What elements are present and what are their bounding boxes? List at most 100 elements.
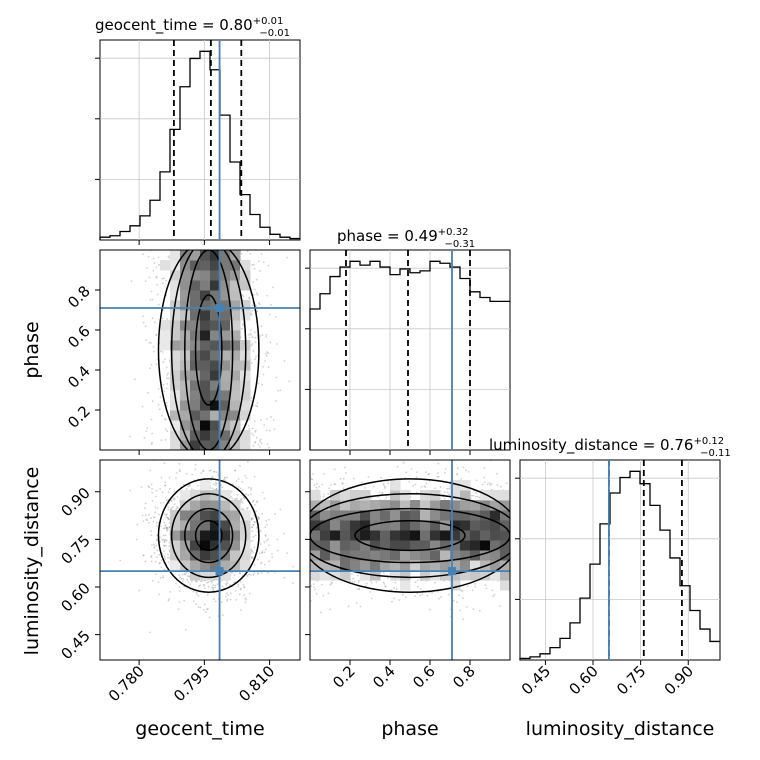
sample-point [237,583,240,586]
sample-point [221,486,224,489]
sample-point [264,526,267,528]
sample-point [243,586,246,589]
sample-point [259,562,262,565]
sample-point [142,554,145,557]
sample-point [270,416,272,418]
density-cell [210,400,221,411]
sample-point [153,544,155,546]
panel-content [100,460,300,660]
sample-point [207,607,209,610]
sample-point [249,329,252,331]
sample-point [155,573,158,576]
sample-point [168,476,171,479]
sample-point [170,500,173,502]
sample-point [259,335,261,337]
sample-point [164,428,167,431]
panels-layer: 0.20.40.60.80.450.600.750.900.780 0.795 0.… [57,39,721,705]
sample-point [265,334,268,336]
sample-point [253,294,255,296]
sample-point [267,352,269,354]
density-cell [200,430,211,441]
sample-point [213,598,215,601]
sample-point [256,293,259,296]
density-cell [180,280,191,291]
density-cell [160,260,171,271]
sample-point [254,288,256,291]
sample-point [254,341,257,344]
sample-point [252,524,255,526]
sample-point [178,463,181,465]
sample-point [233,581,236,584]
sample-point [155,334,158,337]
sample-point [251,427,254,430]
sample-point [166,377,169,380]
density-cell [170,330,181,341]
sample-point [150,534,153,537]
sample-point [260,253,263,256]
sample-point [167,372,169,375]
sample-point [163,568,166,571]
sample-point [241,293,244,296]
sample-point [178,468,181,471]
sample-point [255,429,257,432]
density-cell [210,360,221,371]
sample-point [149,469,152,472]
sample-point [264,548,267,551]
sample-point [237,478,240,480]
sample-point [156,556,159,559]
sample-point [153,516,156,519]
diag-panel-phase [305,249,511,455]
sample-point [254,358,256,361]
sample-point [167,508,170,511]
sample-point [239,572,242,575]
density-cell [170,370,181,381]
sample-point [162,576,165,579]
density-cell [210,320,221,331]
density-cell [210,260,221,271]
sample-point [167,518,170,520]
sample-point [160,439,163,442]
sample-point [252,536,255,538]
sample-point [144,280,147,282]
density-cell [210,430,221,441]
sample-point [166,318,169,320]
sample-point [144,514,147,517]
sample-point [227,594,229,596]
sample-point [257,516,259,518]
sample-point [251,556,254,559]
sample-point [212,584,215,587]
sample-point [142,253,144,256]
sample-point [159,576,162,579]
sample-point [239,487,242,490]
sample-point [237,585,240,588]
sample-point [150,556,153,559]
sample-point [255,355,257,358]
density-cell [200,410,211,421]
sample-point [161,351,164,353]
sample-point [144,507,147,510]
density-cell [220,360,231,371]
sample-point [258,302,260,305]
sample-point [159,502,162,504]
density-cell [170,260,181,271]
sample-point [245,477,248,479]
sample-point [152,346,155,348]
sample-point [260,419,262,421]
sample-point [250,548,252,551]
sample-point [215,484,217,487]
sample-point [180,577,183,580]
sample-point [255,501,258,503]
density-cell [230,430,241,441]
density-cell [230,360,241,371]
sample-point [253,564,256,566]
density-cell [240,260,251,271]
sample-point [187,575,189,577]
sample-point [142,554,145,557]
sample-point [250,334,252,336]
sample-point [277,389,280,392]
sample-point [177,507,180,509]
sample-point [165,404,168,407]
sample-point [266,351,268,353]
sample-point [184,573,187,576]
density-cell [190,440,201,450]
